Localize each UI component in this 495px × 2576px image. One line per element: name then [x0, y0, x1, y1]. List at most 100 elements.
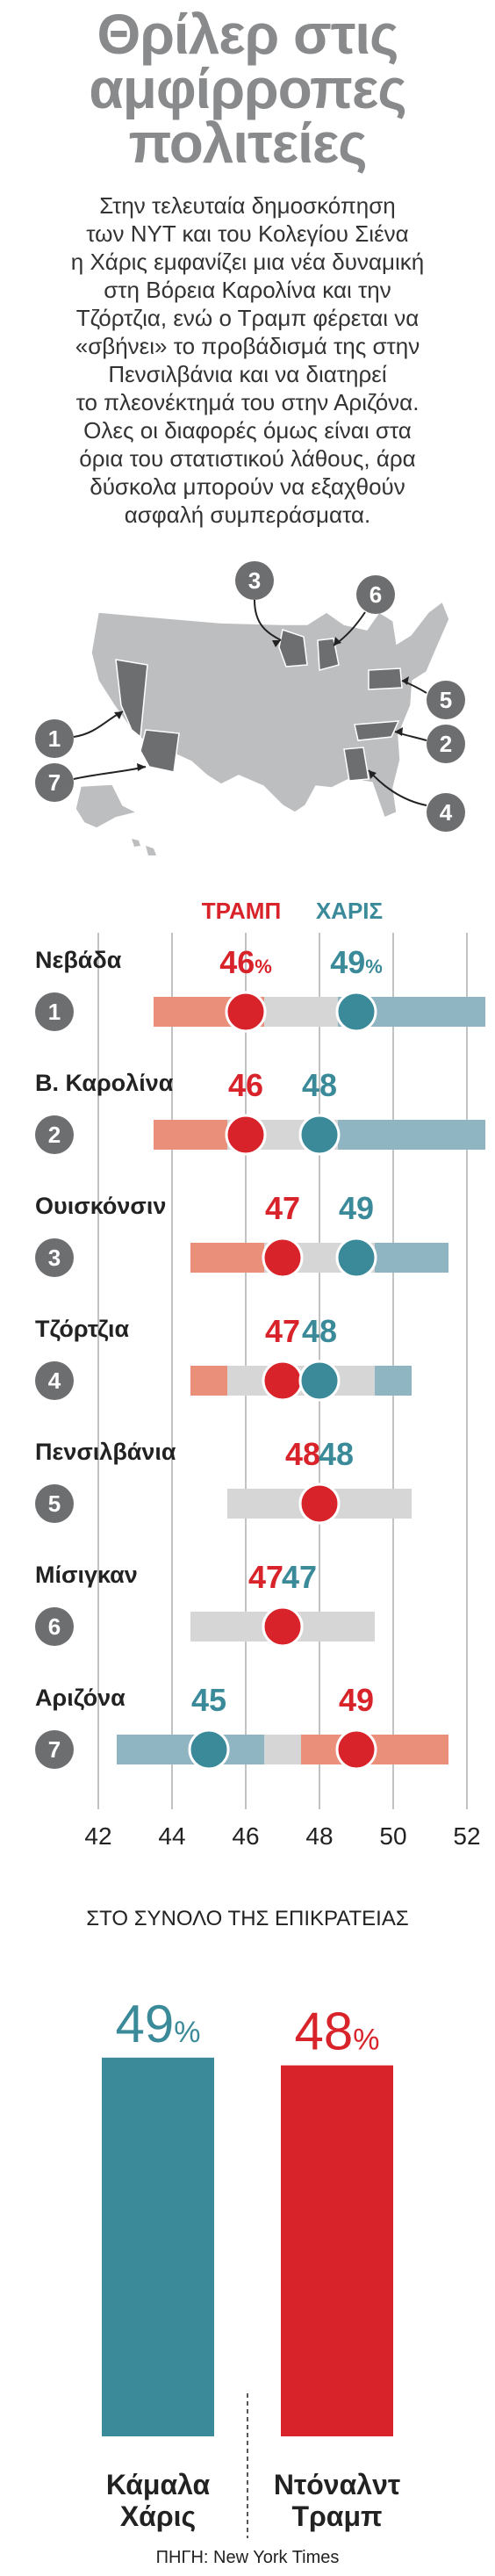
- title-line: αμφίρροπες: [89, 57, 406, 120]
- harris-value-label: 48: [302, 1067, 337, 1103]
- pct-sign: %: [174, 2016, 200, 2049]
- overlap-range-bar: [264, 1735, 301, 1764]
- state-row: Ουισκόνσιν 3 47 49: [35, 1190, 448, 1279]
- state-row: Β. Καρολίνα 2 46 48: [35, 1067, 485, 1156]
- state-pennsylvania: [368, 667, 403, 690]
- total-value-label: 49%: [116, 1995, 201, 2053]
- state-name: Β. Καρολίνα: [35, 1070, 174, 1096]
- arrowhead-3: [272, 640, 281, 647]
- total-chart-title: ΣΤΟ ΣΥΝΟΛΟ ΤΗΣ ΕΠΙΚΡΑΤΕΙΑΣ: [86, 1907, 408, 1930]
- state-marker: [35, 1484, 74, 1523]
- trump-value-label: 48: [285, 1436, 320, 1472]
- us-map-shape: [75, 600, 450, 855]
- total-value-label: 48%: [295, 2002, 380, 2061]
- marker-label: 6: [369, 581, 382, 608]
- harris-range-bar: [338, 1120, 485, 1150]
- x-tick-label: 44: [158, 1822, 185, 1850]
- intro-line: Στην τελευταία δημοσκόπηση: [99, 192, 396, 219]
- marker-label: 2: [440, 731, 452, 757]
- pct-sign: %: [353, 2024, 379, 2057]
- intro-line: Τζόρτζια, ενώ ο Τραμπ φέρεται να: [75, 305, 420, 331]
- harris-value-label: 48: [302, 1313, 337, 1349]
- map-arrowheads: [114, 637, 409, 779]
- trump-dot: [262, 1360, 304, 1402]
- x-tick-label: 52: [453, 1822, 480, 1850]
- state-wisconsin: [278, 629, 308, 667]
- state-name: Πενσιλβάνια: [35, 1439, 176, 1465]
- candidate-name: Κάμαλα: [106, 2469, 211, 2500]
- intro-line: το πλεονέκτημά του στην Αριζόνα.: [75, 389, 420, 415]
- trump-value-label: 49: [339, 1682, 374, 1718]
- national-total-chart: ΣΤΟ ΣΥΝΟΛΟ ΤΗΣ ΕΠΙΚΡΑΤΕΙΑΣ 49% ΚάμαλαΧάρις…: [86, 1907, 408, 2567]
- x-tick-label: 48: [305, 1822, 333, 1850]
- intro-text: Στην τελευταία δημοσκόπηση των NYT και τ…: [16, 191, 479, 529]
- state-name: Μίσιγκαν: [35, 1562, 138, 1588]
- trump-dot: [225, 1114, 267, 1156]
- x-tick-label: 50: [379, 1822, 406, 1850]
- trump-value-label: 46%: [219, 944, 272, 980]
- intro-line: όρια του στατιστικού λάθους, άρα: [79, 445, 416, 472]
- state-michigan: [317, 638, 340, 671]
- state-marker-label: 1: [48, 999, 61, 1025]
- state-row: Νεβάδα 1 46% 49%: [35, 944, 485, 1033]
- intro-line: Πενσιλβάνια και να διατηρεί: [108, 361, 387, 387]
- harris-range-bar: [375, 1366, 412, 1396]
- state-marker-label: 2: [48, 1122, 61, 1148]
- intro-line: δύσκολα μπορούν να εξαχθούν: [90, 473, 405, 500]
- marker-label: 3: [248, 567, 261, 594]
- trump-dot: [298, 1483, 341, 1525]
- intro-line: η Χάρις εμφανίζει μια νέα δυναμική: [70, 249, 425, 275]
- overlap-range-bar: [264, 997, 338, 1027]
- us-hawaii-shape: [132, 839, 156, 855]
- harris-dot: [335, 991, 377, 1033]
- trump-range-bar: [190, 1243, 264, 1273]
- marker-label: 4: [440, 799, 453, 826]
- harris-dot: [298, 1114, 341, 1156]
- state-marker: [35, 1607, 74, 1646]
- candidate-name: Ντόναλντ: [274, 2469, 400, 2500]
- arrowhead-5: [402, 676, 409, 685]
- harris-dot: [188, 1728, 230, 1771]
- harris-value-label: 45: [191, 1682, 226, 1718]
- arrowhead-6: [334, 637, 341, 646]
- legend-trump: ΤΡΑΜΠ: [202, 898, 282, 924]
- total-bar: [281, 2065, 393, 2436]
- marker-label: 1: [48, 725, 61, 752]
- intro-line: Ολες οι διαφορές όμως είναι στα: [83, 417, 412, 444]
- state-marker-label: 6: [48, 1613, 61, 1640]
- legend-harris: ΧΑΡΙΣ: [316, 898, 383, 924]
- state-nevada: [115, 659, 148, 739]
- title-line: πολιτείες: [128, 112, 367, 175]
- state-north-carolina: [354, 720, 400, 741]
- state-marker: [35, 1361, 74, 1400]
- trump-dot: [262, 1237, 304, 1279]
- page-title: Θρίλερ στις αμφίρροπες πολιτείες: [0, 6, 495, 175]
- pct-sign: %: [365, 956, 383, 978]
- arrowhead-7: [137, 763, 146, 771]
- state-marker: [35, 1730, 74, 1769]
- state-arizona: [140, 729, 180, 773]
- state-marker-label: 5: [48, 1490, 61, 1517]
- marker-label: 7: [48, 769, 61, 796]
- state-marker: [35, 1238, 74, 1277]
- state-marker-label: 4: [48, 1367, 61, 1394]
- harris-dot: [298, 1360, 341, 1402]
- intro-line: στη Βόρεια Καρολίνα και την: [104, 277, 391, 303]
- trump-dot: [335, 1728, 377, 1771]
- total-bar: [102, 2057, 214, 2436]
- harris-value-label: 49%: [330, 944, 383, 980]
- arrow-1: [73, 711, 124, 738]
- state-georgia: [343, 747, 369, 782]
- arrowhead-4: [369, 770, 377, 779]
- trump-range-bar: [190, 1366, 227, 1396]
- intro-line: των NYT και του Κολεγίου Σιένα: [86, 220, 409, 247]
- us-map: 1 7 3 6 5 2 4: [35, 561, 465, 855]
- map-markers: 1 7 3 6 5 2 4: [35, 561, 465, 832]
- state-name: Τζόρτζια: [35, 1316, 129, 1342]
- state-name: Αριζόνα: [35, 1685, 126, 1711]
- trump-value-label: 47: [265, 1190, 300, 1226]
